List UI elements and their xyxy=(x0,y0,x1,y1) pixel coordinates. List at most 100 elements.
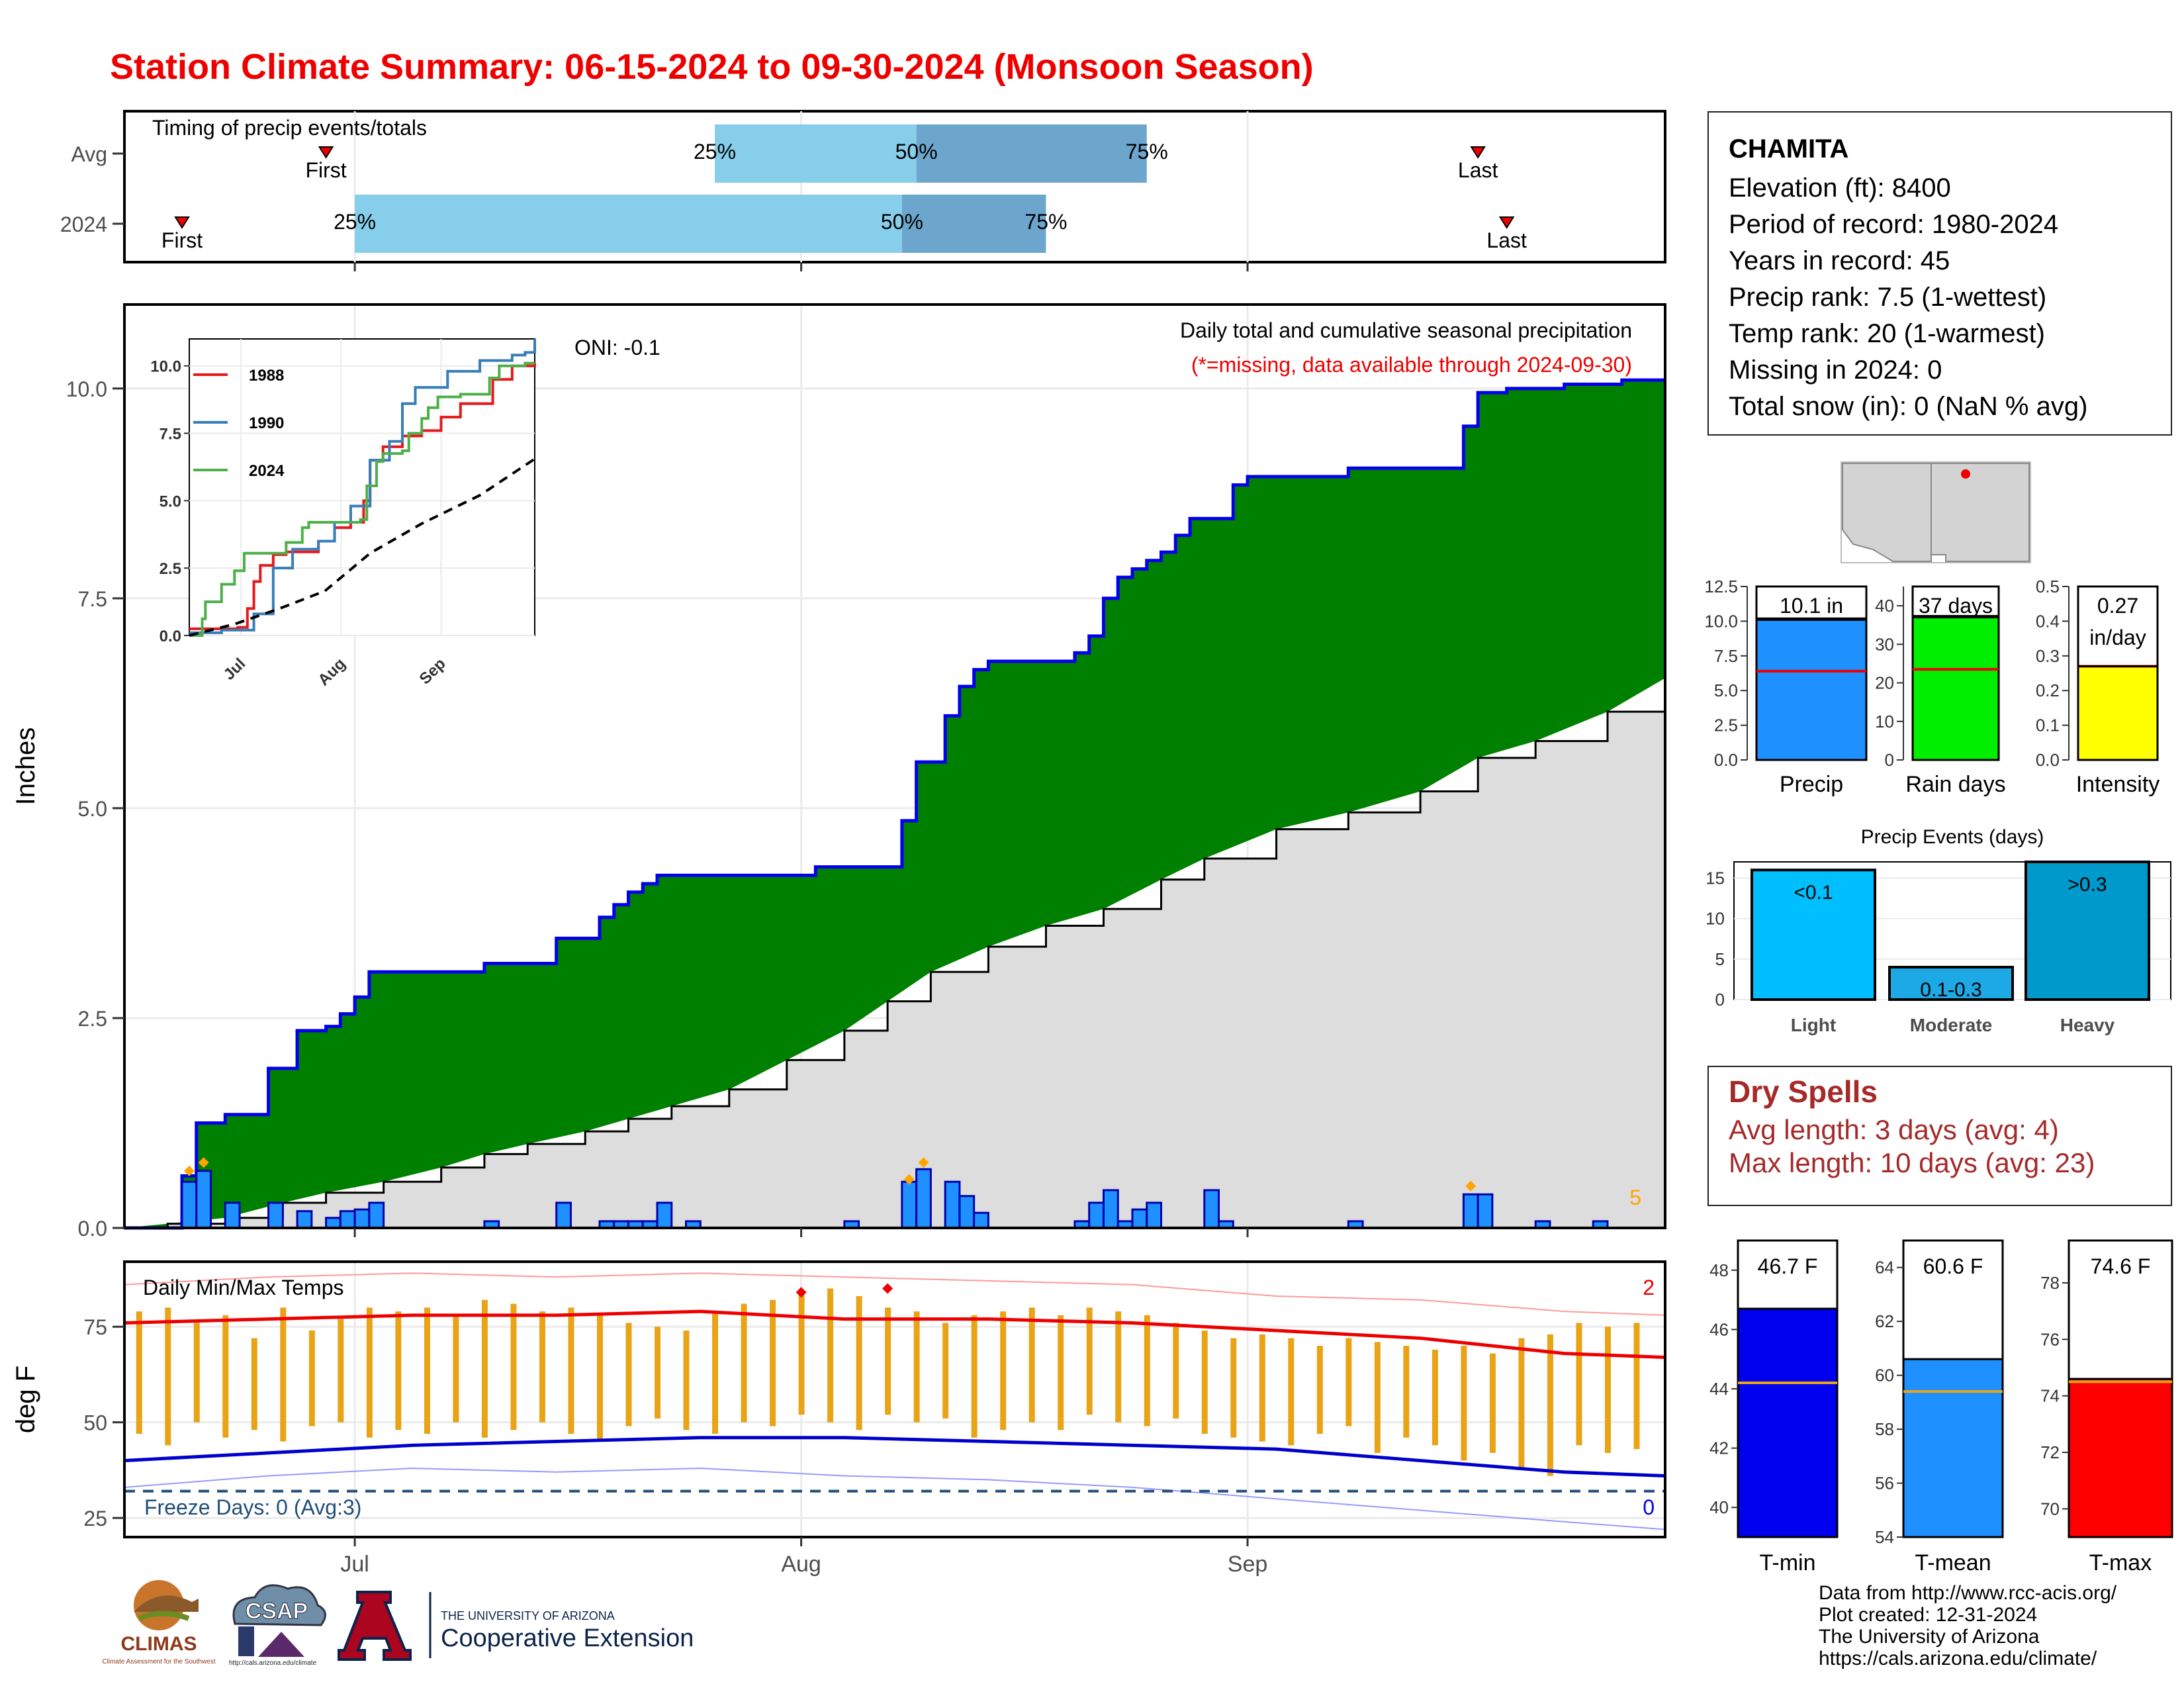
precip-header: Daily total and cumulative seasonal prec… xyxy=(1180,318,1632,342)
temp-summary-bars: 46.7 F 40 42 44 46 48 T-min 60.6 F 54 56 58 60 62 64 T… xyxy=(1709,1239,2173,1575)
summary-category-Intensity: Intensity xyxy=(2076,772,2160,797)
daily-precip-bar-0 xyxy=(181,1180,198,1229)
csap-logo-url: http://cals.arizona.edu/climate xyxy=(229,1660,317,1667)
daily-temp-bar-20 xyxy=(712,1311,719,1434)
daily-temp-bar-19 xyxy=(683,1331,690,1430)
precip-summary-bars: 10.1 in 0.0 2.5 5.0 7.5 10.0 12.5 Precip 37 days… xyxy=(1704,577,2167,797)
daily-precip-bar-24 xyxy=(1088,1201,1105,1229)
xtick-label-Jul: Jul xyxy=(340,1552,369,1577)
timing-p25-Avg: 25% xyxy=(694,140,736,164)
temp-bar-ytick-label-0-2: 44 xyxy=(1709,1379,1729,1399)
summary-intensity-unit: in/day xyxy=(2089,626,2146,649)
map-new-mexico-shape xyxy=(1931,463,2030,562)
daily-temp-bar-3 xyxy=(222,1315,229,1438)
daily-precip-bar-1 xyxy=(195,1170,212,1229)
ua-logo-top: THE UNIVERSITY OF ARIZONA xyxy=(441,1609,615,1622)
station-period: Period of record: 1980-2024 xyxy=(1729,210,2059,239)
temp-bar-ytick-label-0-3: 46 xyxy=(1709,1319,1729,1339)
station-name: CHAMITA xyxy=(1729,134,1849,164)
events-bar-Light xyxy=(1751,868,1876,1002)
timing-p75-2024: 75% xyxy=(1024,210,1067,234)
temp-bar-label-T-mean: 60.6 F xyxy=(1923,1254,1983,1278)
daily-temp-bar-49 xyxy=(1547,1334,1553,1476)
temp-bar-ytick-label-1-0: 54 xyxy=(1875,1527,1894,1547)
temp-bar-ytick-label-1-4: 62 xyxy=(1875,1311,1894,1331)
temp-ytick-label-1: 50 xyxy=(83,1411,107,1435)
daily-precip-bar-3 xyxy=(267,1201,284,1229)
inset-ytick-label-3: 7.5 xyxy=(159,426,181,444)
summary-ytick-label-1-1: 10 xyxy=(1875,712,1894,731)
daily-precip-bar-7 xyxy=(353,1208,371,1229)
summary-label-box-Precip xyxy=(1755,585,1868,620)
events-ytick-label-3: 15 xyxy=(1706,868,1725,888)
daily-temp-bar-18 xyxy=(655,1327,661,1419)
temp-bar-ytick-label-0-0: 40 xyxy=(1709,1497,1729,1517)
station-missing: Missing in 2024: 0 xyxy=(1729,355,1942,385)
temp-bar-ytick-label-2-1: 72 xyxy=(2040,1442,2060,1462)
timing-bar-25-50-Avg xyxy=(715,124,917,183)
summary-ytick-label-0-4: 10.0 xyxy=(1704,611,1738,631)
daily-temp-bar-47 xyxy=(1489,1353,1496,1453)
temp-bar-ytick-label-2-4: 78 xyxy=(2040,1273,2060,1293)
timing-panel: Timing of precip events/totals 25% 50% 75% F… xyxy=(60,110,1666,271)
oni-label: ONI: -0.1 xyxy=(574,336,660,359)
daily-precip-bar-29 xyxy=(1203,1189,1220,1229)
xtick-label-Aug: Aug xyxy=(781,1552,821,1577)
map-station-dot xyxy=(1961,469,1970,479)
summary-label-box-Rain days xyxy=(1911,585,2000,618)
csap-logo: CSAP http://cals.arizona.edu/climate xyxy=(229,1584,326,1667)
dry-spells-title: Dry Spells xyxy=(1729,1074,1878,1109)
events-bar-label-Moderate: 0.1-0.3 xyxy=(1920,979,1981,1001)
daily-precip-bar-22 xyxy=(973,1211,989,1229)
daily-marker-0 xyxy=(183,1165,195,1176)
daily-temp-bar-50 xyxy=(1576,1323,1582,1446)
daily-precip-bar-10 xyxy=(555,1201,572,1229)
summary-value-label-Precip: 10.1 in xyxy=(1780,594,1843,618)
page-title: Station Climate Summary: 06-15-2024 to 0… xyxy=(110,47,1314,87)
events-bar-Moderate xyxy=(1888,966,2014,1002)
daily-precip-bar-19 xyxy=(915,1168,932,1229)
daily-temp-bar-32 xyxy=(1058,1315,1064,1430)
inset-legend-label-2024: 2024 xyxy=(249,462,285,480)
daily-precip-bar-33 xyxy=(1477,1193,1494,1229)
timing-first-label-Avg: First xyxy=(305,158,346,182)
timing-last-marker-Avg xyxy=(1470,146,1486,159)
inset-series-average xyxy=(189,457,536,637)
dry-spells-avg: Avg length: 3 days (avg: 4) xyxy=(1729,1114,2059,1145)
temperature-panel: 25 50 75 Jul Aug Sep Daily Min/Max Temps deg F F… xyxy=(11,1260,1666,1577)
daily-precip-bar-8 xyxy=(368,1201,385,1229)
temp-bar-ytick-label-1-1: 56 xyxy=(1875,1474,1894,1493)
daily-temp-bar-6 xyxy=(308,1331,315,1427)
temp-ytick-label-0: 25 xyxy=(83,1507,107,1530)
xtick-label-Sep: Sep xyxy=(1228,1552,1268,1577)
timing-bar-25-50-2024 xyxy=(355,195,902,253)
timing-last-marker-2024 xyxy=(1498,216,1515,229)
daily-temp-bar-14 xyxy=(539,1311,545,1423)
credits-source: Data from http://www.rcc-acis.org/ xyxy=(1819,1582,2117,1604)
events-title: Precip Events (days) xyxy=(1861,826,2044,848)
summary-bar-Precip xyxy=(1755,618,1868,761)
daily-temp-bar-30 xyxy=(1000,1311,1007,1430)
daily-temp-bar-42 xyxy=(1345,1338,1352,1427)
summary-value-label-Intensity: 0.27 xyxy=(2097,594,2138,618)
temp-bar-T-min xyxy=(1737,1307,1839,1538)
daily-temp-bar-48 xyxy=(1518,1338,1525,1468)
temp-bar-ytick-label-0-4: 48 xyxy=(1709,1260,1729,1280)
summary-ytick-label-0-1: 2.5 xyxy=(1714,716,1738,735)
daily-temp-bar-11 xyxy=(453,1315,459,1423)
daily-temp-bar-16 xyxy=(596,1315,603,1442)
precip-count-note: 5 xyxy=(1629,1186,1641,1209)
daily-temp-bar-2 xyxy=(193,1323,200,1423)
summary-ytick-label-0-3: 7.5 xyxy=(1714,646,1738,666)
timing-p75-Avg: 75% xyxy=(1126,140,1168,164)
summary-ytick-label-1-4: 40 xyxy=(1875,596,1894,616)
dry-spells-box: Dry Spells Avg length: 3 days (avg: 4) M… xyxy=(1707,1066,2172,1206)
daily-temp-bar-26 xyxy=(885,1307,891,1415)
daily-temp-bar-29 xyxy=(971,1315,978,1438)
summary-ytick-label-2-5: 0.5 xyxy=(2036,577,2060,596)
daily-temp-bar-24 xyxy=(827,1288,834,1423)
daily-temp-bar-27 xyxy=(913,1311,920,1423)
daily-precip-bar-27 xyxy=(1131,1208,1148,1229)
daily-temp-bar-21 xyxy=(741,1303,747,1423)
summary-ytick-label-2-4: 0.4 xyxy=(2036,611,2060,631)
